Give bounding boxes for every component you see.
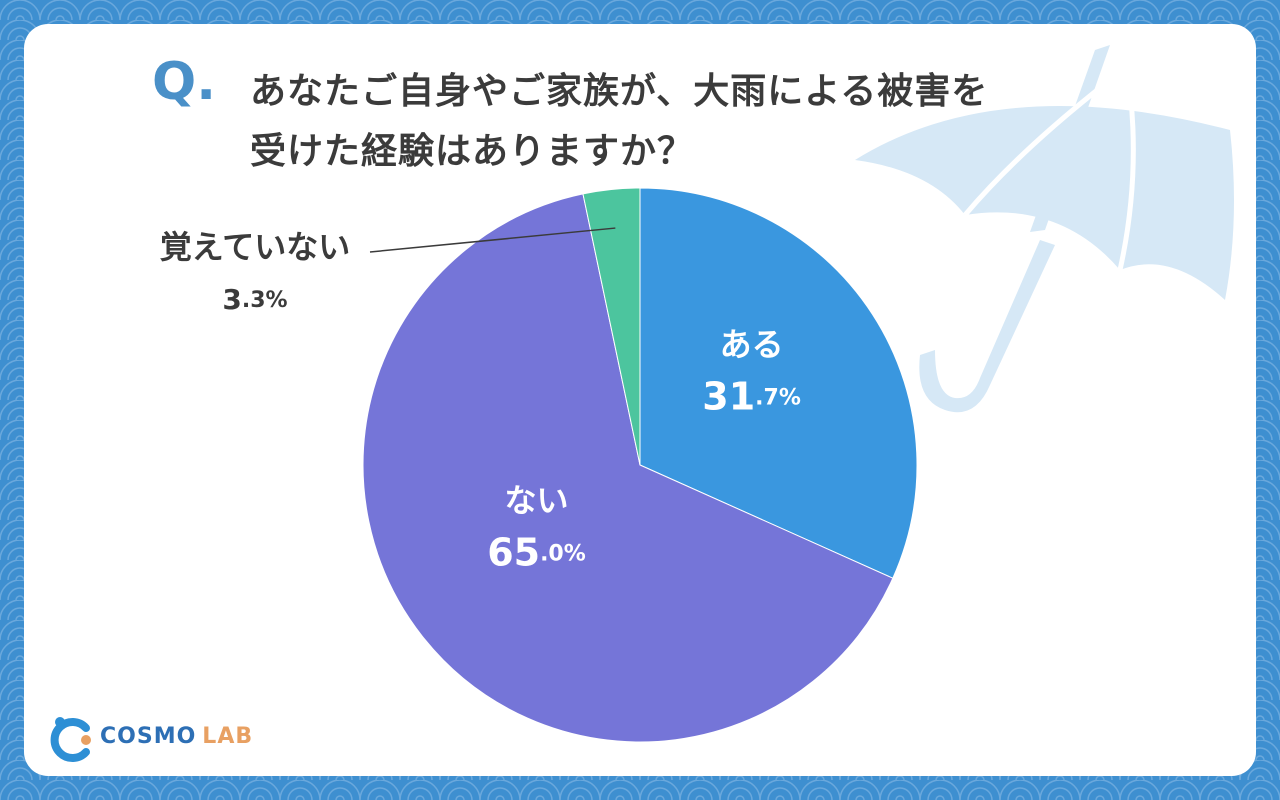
pie-slice: [582, 187, 641, 466]
brand-suffix: LAB: [202, 724, 254, 749]
chart-title: あなたご自身やご家族が、大雨による被害を 受けた経験はありますか？: [250, 71, 989, 172]
question-marker: Q.: [152, 52, 216, 112]
leader-line: [369, 227, 616, 253]
value-label: 31.7%: [702, 374, 801, 418]
slice-label: 覚えていない: [160, 228, 350, 266]
brand-logo: COSMO LAB: [100, 724, 253, 749]
slice-label: ある: [720, 326, 784, 364]
brand-name: COSMO: [100, 724, 197, 749]
value-label: 3.3%: [222, 283, 287, 316]
value-label: 65.0%: [487, 530, 586, 574]
slice-label: ない: [504, 481, 568, 519]
pie-slice: [362, 193, 894, 743]
brand-icon: [50, 717, 91, 762]
pie-slice: [639, 187, 918, 579]
